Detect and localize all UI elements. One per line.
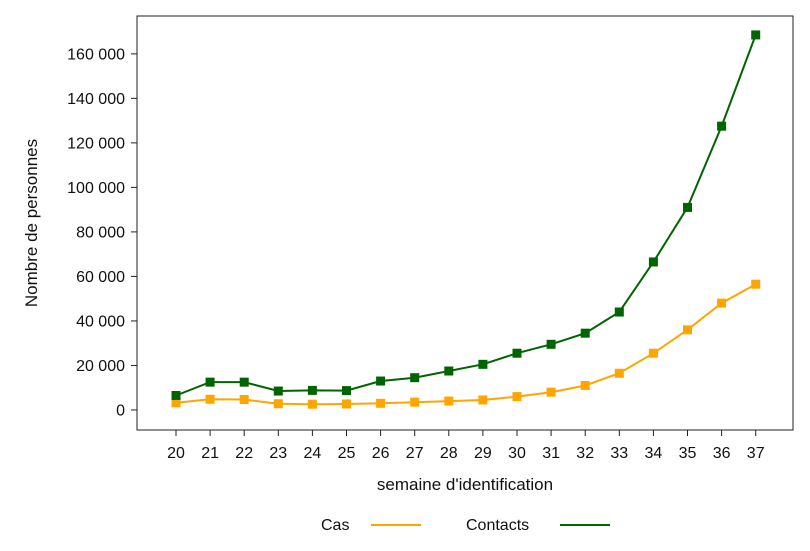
y-tick-label: 100 000	[67, 180, 125, 197]
data-point-contacts	[580, 328, 590, 338]
x-tick-label: 22	[235, 445, 253, 462]
data-point-contacts	[273, 386, 283, 396]
x-tick-label: 32	[576, 445, 594, 462]
data-point-cas	[307, 399, 317, 409]
x-axis-title: semaine d'identification	[377, 475, 553, 494]
y-tick-label: 120 000	[67, 135, 125, 152]
data-point-cas	[717, 298, 727, 308]
x-tick-label: 36	[713, 445, 731, 462]
data-point-cas	[239, 395, 249, 405]
data-point-cas	[614, 368, 624, 378]
legend: Cas Contacts	[321, 517, 610, 534]
x-tick-label: 26	[372, 445, 390, 462]
x-axis: 20 21 22 23 24 25 26 27 28 29 30 31 32 33 34 35 36 37	[167, 430, 765, 462]
y-tick-label: 20 000	[76, 358, 125, 375]
x-tick-label: 35	[679, 445, 697, 462]
data-point-contacts	[717, 121, 727, 131]
legend-label-contacts: Contacts	[466, 517, 529, 534]
y-tick-label: 140 000	[67, 91, 125, 108]
x-tick-label: 33	[610, 445, 628, 462]
data-point-cas	[444, 396, 454, 406]
data-point-contacts	[171, 391, 181, 400]
x-tick-label: 27	[406, 445, 424, 462]
y-tick-label: 80 000	[76, 224, 125, 241]
data-point-contacts	[376, 376, 386, 386]
data-point-cas	[205, 394, 215, 404]
y-axis: 0 20 000 40 000 60 000 80 000 100 000 120 000 1…	[67, 46, 137, 419]
legend-label-cas: Cas	[321, 517, 349, 534]
series-layer	[171, 30, 761, 409]
data-point-contacts	[512, 348, 522, 358]
data-point-cas	[683, 325, 692, 335]
series-cas	[171, 279, 761, 409]
x-tick-label: 24	[304, 445, 322, 462]
data-point-contacts	[410, 373, 420, 383]
data-point-cas	[648, 348, 658, 358]
data-point-cas	[580, 380, 590, 390]
data-point-contacts	[205, 377, 215, 387]
data-point-cas	[273, 399, 283, 409]
data-point-contacts	[614, 307, 624, 317]
x-tick-label: 23	[269, 445, 287, 462]
data-point-contacts	[239, 377, 249, 387]
data-point-cas	[376, 398, 386, 408]
x-tick-label: 25	[338, 445, 356, 462]
data-point-contacts	[342, 386, 351, 396]
x-tick-label: 29	[474, 445, 492, 462]
data-point-cas	[342, 399, 351, 409]
x-tick-label: 21	[201, 445, 219, 462]
plot-frame	[136, 15, 794, 431]
data-point-cas	[546, 387, 556, 397]
data-point-cas	[751, 279, 761, 289]
y-tick-label: 60 000	[76, 269, 125, 286]
data-point-cas	[478, 395, 488, 405]
series-line-cas	[175, 283, 757, 406]
data-point-cas	[410, 397, 420, 407]
series-line-contacts	[175, 34, 757, 397]
data-point-cas	[171, 398, 181, 408]
series-contacts	[171, 30, 761, 400]
x-tick-label: 30	[508, 445, 526, 462]
x-tick-label: 34	[645, 445, 663, 462]
data-point-contacts	[307, 385, 317, 395]
data-point-contacts	[683, 202, 692, 212]
x-tick-label: 28	[440, 445, 458, 462]
data-point-contacts	[478, 359, 488, 369]
y-axis-title: Nombre de personnes	[22, 139, 41, 307]
data-point-cas	[512, 392, 522, 402]
data-point-contacts	[546, 339, 556, 349]
y-tick-label: 40 000	[76, 313, 125, 330]
y-tick-label: 160 000	[67, 46, 125, 63]
x-tick-label: 37	[747, 445, 765, 462]
y-tick-label: 0	[116, 402, 125, 419]
data-point-contacts	[444, 366, 454, 376]
x-tick-label: 20	[167, 445, 185, 462]
data-point-contacts	[648, 257, 658, 267]
data-point-contacts	[751, 30, 761, 40]
x-tick-label: 31	[542, 445, 560, 462]
